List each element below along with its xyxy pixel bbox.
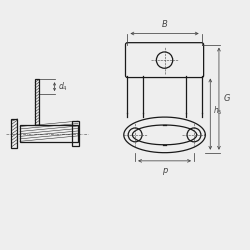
Bar xyxy=(35,79,40,125)
Text: B: B xyxy=(162,20,168,29)
Text: $h_5$: $h_5$ xyxy=(213,104,223,117)
Text: $d_4$: $d_4$ xyxy=(58,80,68,93)
Bar xyxy=(20,125,78,142)
Text: G: G xyxy=(224,94,230,103)
Bar xyxy=(11,119,18,148)
Bar xyxy=(72,121,79,146)
Text: p: p xyxy=(162,166,167,175)
